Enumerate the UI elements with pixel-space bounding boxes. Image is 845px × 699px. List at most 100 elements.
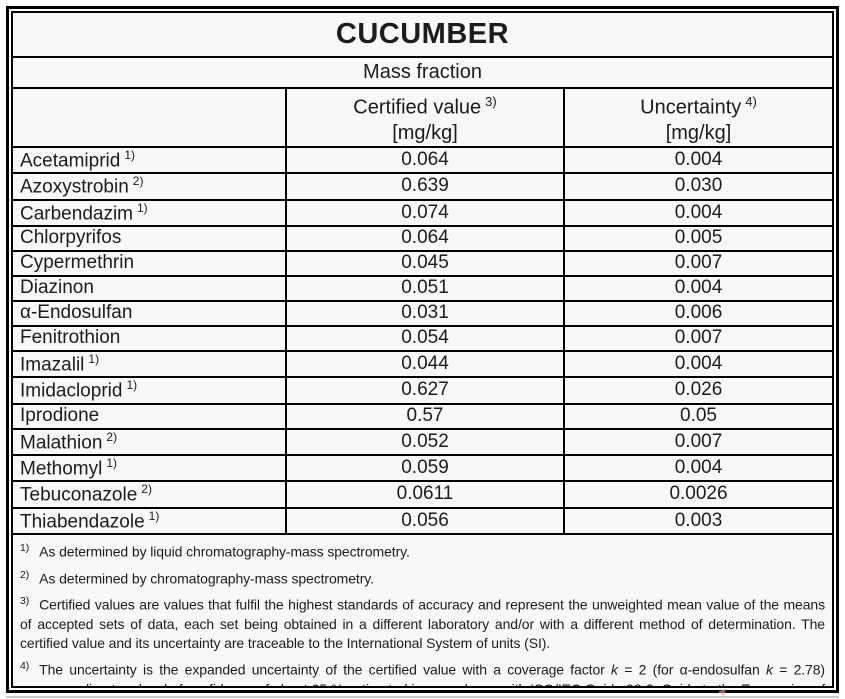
uncertainty-cell: 0.007 — [563, 324, 832, 352]
table-row: Fenitrothion 0.054 0.007 — [13, 324, 832, 352]
uncertainty-cell: 0.030 — [563, 172, 832, 201]
uncertainty-cell: 0.007 — [563, 427, 832, 456]
analyte-name: Iprodione — [13, 402, 287, 430]
analyte-name: Fenitrothion — [13, 324, 287, 352]
certified-value-cell: 0.044 — [285, 349, 565, 379]
footnote: 1) As determined by liquid chromatography… — [20, 539, 825, 562]
footnote-text: = 2 (for α-endosulfan — [617, 661, 766, 678]
certified-value-cell: 0.045 — [285, 249, 565, 277]
mass-fraction-table: CUCUMBER Mass fraction Certified value 3)… — [13, 13, 832, 534]
footnote-ref: 1) — [124, 148, 135, 162]
table-row: Methomyl 1) 0.059 0.004 — [13, 453, 832, 483]
uncertainty-cell: 0.003 — [563, 506, 832, 534]
table-row: Azoxystrobin 2) 0.639 0.030 — [13, 172, 832, 201]
analyte-name: Thiabendazole 1) — [13, 506, 287, 534]
footnote-ref: 2) — [141, 482, 152, 497]
footnote: 2) As determined by chromatography-mass s… — [20, 566, 825, 589]
certified-value-cell: 0.052 — [285, 427, 565, 456]
column-label: Certified value 3) — [288, 90, 562, 121]
uncertainty-cell: 0.026 — [563, 376, 832, 405]
column-unit: [mg/kg] — [392, 121, 458, 144]
analyte-name: Imazalil 1) — [13, 349, 287, 379]
uncertainty-cell: 0.005 — [563, 224, 832, 252]
footnote-text-italic: k — [611, 661, 618, 678]
uncertainty-cell: 0.0026 — [563, 480, 832, 509]
column-label-text: Certified value — [353, 96, 482, 119]
footnote-ref: 2) — [132, 174, 144, 189]
footnote-ref: 3) — [485, 94, 497, 110]
footnote-text: Certified values are values that fulfil … — [20, 596, 825, 651]
column-label-text: Uncertainty — [640, 96, 742, 119]
analyte-name: Azoxystrobin 2) — [13, 172, 287, 201]
footnote-text: = 2.78) corresponding to a level of conf… — [20, 661, 825, 686]
certified-value-cell: 0.639 — [285, 172, 565, 201]
certified-value-cell: 0.627 — [285, 376, 565, 405]
footnote-text: The uncertainty is the expanded uncertai… — [39, 661, 612, 678]
footnote-ref: 2) — [20, 568, 30, 581]
footnote-ref: 1) — [137, 200, 148, 215]
certified-value-cell: 0.0611 — [285, 480, 565, 509]
footnote-ref: 1) — [126, 378, 138, 393]
table-row: Acetamiprid 1) 0.064 0.004 — [13, 145, 832, 175]
footnote-text-italic: k — [765, 661, 773, 678]
column-label: Uncertainty 4) — [566, 90, 830, 121]
table-row: Iprodione 0.57 0.05 — [13, 402, 832, 430]
subtitle-row: Mass fraction — [13, 56, 832, 89]
footnote-text: As determined by liquid chromatography-m… — [39, 543, 410, 560]
analyte-name: α-Endosulfan — [13, 299, 287, 327]
analyte-name: Imidacloprid 1) — [13, 376, 287, 405]
uncertainty-cell: 0.007 — [563, 249, 832, 277]
table-row: Malathion 2) 0.052 0.007 — [13, 427, 832, 456]
footnote-ref: 1) — [88, 351, 100, 366]
analyte-name: Cypermethrin — [13, 249, 287, 277]
footnote-ref: 3) — [20, 595, 30, 608]
uncertainty-cell: 0.004 — [563, 453, 832, 483]
table-subtitle: Mass fraction — [13, 56, 832, 89]
table-row: Imazalil 1) 0.044 0.004 — [13, 349, 832, 379]
table-row: α-Endosulfan 0.031 0.006 — [13, 299, 832, 327]
column-header-uncertainty: Uncertainty 4) [mg/kg] — [563, 87, 832, 148]
analyte-name: Tebuconazole 2) — [13, 480, 287, 509]
analyte-name: Acetamiprid 1) — [13, 145, 287, 175]
analyte-name: Carbendazim 1) — [13, 198, 287, 227]
column-header-analyte — [13, 87, 287, 148]
certified-value-cell: 0.031 — [285, 299, 565, 327]
table-row: Diazinon 0.051 0.004 — [13, 274, 832, 302]
analyte-name: Methomyl 1) — [13, 453, 287, 483]
analyte-name: Diazinon — [13, 274, 287, 302]
footnote: 4) The uncertainty is the expanded uncert… — [20, 657, 825, 686]
table-row: Carbendazim 1) 0.074 0.004 — [13, 198, 832, 227]
table-row: Thiabendazole 1) 0.056 0.003 — [13, 506, 832, 534]
certificate-table-inner-frame: CUCUMBER Mass fraction Certified value 3)… — [11, 11, 834, 688]
footnote-ref: 1) — [106, 455, 118, 470]
column-header-certified-value: Certified value 3) [mg/kg] — [285, 87, 565, 148]
certified-value-cell: 0.059 — [285, 453, 565, 483]
analyte-name: Malathion 2) — [13, 427, 287, 456]
uncertainty-cell: 0.004 — [563, 274, 832, 302]
table-row: Cypermethrin 0.045 0.007 — [13, 249, 832, 277]
certified-value-cell: 0.064 — [285, 145, 565, 175]
certified-value-cell: 0.064 — [285, 224, 565, 252]
uncertainty-cell: 0.004 — [563, 145, 832, 175]
certified-value-cell: 0.054 — [285, 324, 565, 352]
page-title: CUCUMBER — [13, 13, 832, 58]
table-row: Tebuconazole 2) 0.0611 0.0026 — [13, 480, 832, 509]
certified-value-cell: 0.57 — [285, 402, 565, 430]
footnote-text: As determined by chromatography-mass spe… — [39, 570, 374, 587]
footnote-ref: 4) — [20, 659, 30, 672]
uncertainty-cell: 0.05 — [563, 402, 832, 430]
uncertainty-cell: 0.004 — [563, 349, 832, 379]
table-row: Imidacloprid 1) 0.627 0.026 — [13, 376, 832, 405]
footnote-ref: 4) — [745, 94, 757, 110]
footnote: 3) Certified values are values that fulfi… — [20, 592, 825, 653]
title-row: CUCUMBER — [13, 13, 832, 58]
uncertainty-cell: 0.006 — [563, 299, 832, 327]
uncertainty-cell: 0.004 — [563, 198, 832, 227]
next-table-top-edge — [6, 696, 839, 698]
analyte-name: Chlorpyrifos — [13, 224, 287, 252]
footnotes-section: 1) As determined by liquid chromatography… — [13, 532, 832, 686]
footnote-ref: 1) — [20, 541, 30, 554]
footnote-ref: 1) — [148, 508, 160, 523]
table-row: Chlorpyrifos 0.064 0.005 — [13, 224, 832, 252]
certificate-table-frame: CUCUMBER Mass fraction Certified value 3)… — [6, 6, 839, 693]
